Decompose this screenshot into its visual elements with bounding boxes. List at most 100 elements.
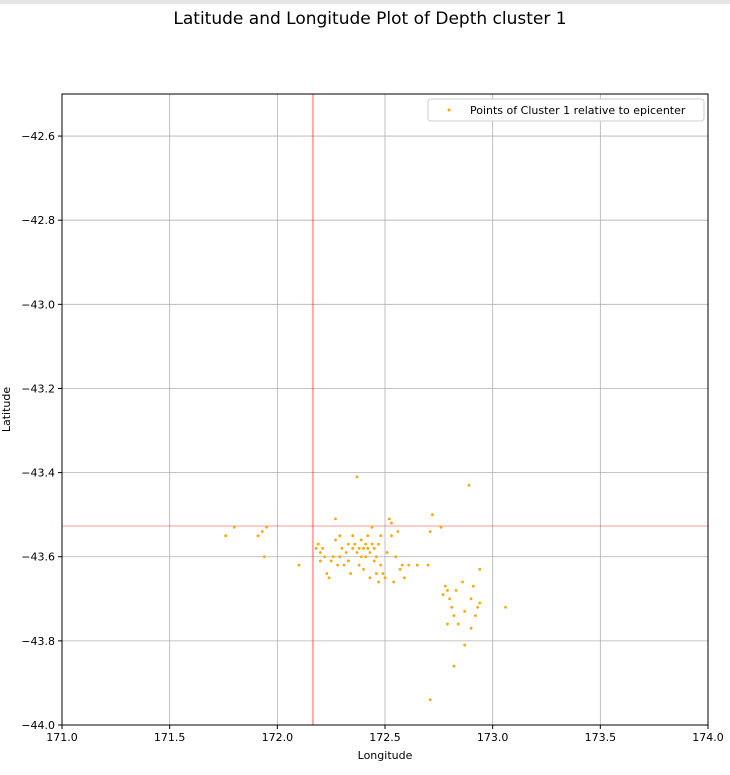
data-point	[346, 542, 350, 546]
data-point	[398, 567, 402, 571]
grid-lines	[61, 94, 709, 726]
data-point	[504, 605, 507, 609]
data-point	[463, 643, 467, 647]
data-point	[232, 525, 236, 529]
data-point	[469, 626, 473, 630]
data-point	[402, 576, 406, 580]
data-point	[364, 542, 368, 546]
data-point	[370, 525, 374, 529]
data-point	[349, 572, 352, 575]
y-axis-ticks: −42.6 −42.8 −43.0 −43.2 −43.4 −43.6 −43.8 −44.0	[21, 130, 62, 732]
data-point	[439, 525, 443, 529]
data-point	[390, 521, 393, 525]
data-point	[441, 593, 445, 596]
data-point	[297, 563, 301, 567]
data-point	[385, 551, 389, 554]
data-point	[396, 530, 400, 533]
data-point	[379, 563, 383, 567]
data-point	[346, 559, 350, 563]
data-point	[374, 572, 378, 575]
data-point	[478, 567, 482, 571]
data-point	[319, 559, 322, 563]
data-point	[340, 546, 344, 550]
data-point	[362, 567, 365, 571]
y-tick-label: −42.6	[21, 130, 55, 143]
data-point	[428, 530, 432, 533]
data-point	[469, 597, 473, 601]
data-point	[467, 483, 471, 487]
data-point	[359, 555, 363, 559]
epicenter-reference-lines	[62, 94, 708, 725]
data-point	[263, 555, 266, 559]
data-point	[314, 546, 318, 550]
x-tick-label: 171.5	[154, 731, 186, 744]
data-point	[372, 559, 376, 563]
data-point	[351, 546, 355, 550]
data-point	[338, 555, 342, 559]
data-point	[260, 530, 264, 533]
data-point	[319, 551, 322, 554]
data-point	[368, 551, 372, 554]
y-tick-label: −43.2	[21, 382, 55, 395]
data-point	[351, 534, 355, 538]
data-point	[426, 563, 430, 567]
data-point	[394, 555, 398, 559]
legend-box	[427, 98, 705, 122]
data-point	[456, 622, 460, 626]
data-point	[316, 542, 320, 546]
data-point	[334, 517, 337, 521]
data-point	[265, 525, 268, 529]
data-point	[366, 534, 370, 538]
y-tick-label: −43.6	[21, 551, 55, 564]
data-point	[474, 614, 477, 618]
data-point	[379, 534, 383, 538]
data-point	[450, 605, 454, 609]
data-point	[323, 555, 327, 559]
chart-title: Latitude and Longitude Plot of Depth clu…	[173, 9, 566, 29]
data-point	[357, 546, 361, 550]
data-point	[321, 546, 324, 550]
data-points	[224, 475, 507, 702]
data-point	[454, 588, 458, 592]
data-point	[370, 542, 374, 546]
data-point	[415, 563, 419, 567]
y-tick-label: −43.4	[21, 467, 55, 480]
data-point	[338, 534, 342, 538]
data-point	[478, 601, 482, 605]
y-tick-label: −44.0	[21, 719, 55, 732]
data-point	[377, 580, 380, 584]
x-tick-label: 173.5	[585, 731, 617, 744]
data-point	[224, 534, 228, 538]
data-point	[392, 580, 396, 584]
data-point	[362, 546, 365, 550]
legend-label: Points of Cluster 1 relative to epicente…	[470, 104, 686, 117]
data-point	[329, 559, 333, 563]
data-point	[334, 538, 337, 542]
x-tick-label: 174.0	[692, 731, 724, 744]
y-tick-label: −43.0	[21, 298, 55, 311]
data-point	[374, 555, 378, 559]
y-tick-label: −43.8	[21, 635, 55, 648]
data-point	[448, 597, 451, 601]
data-point	[325, 572, 329, 575]
data-point	[357, 563, 361, 567]
data-point	[390, 534, 393, 538]
data-point	[355, 551, 359, 554]
data-point	[463, 610, 467, 613]
data-point	[336, 563, 340, 567]
data-point	[400, 563, 404, 567]
y-axis-label: Latitude	[0, 387, 13, 433]
data-point	[387, 517, 391, 521]
top-toolbar-strip	[0, 0, 730, 4]
x-axis-label: Longitude	[358, 749, 413, 762]
data-point	[342, 563, 346, 567]
x-tick-label: 172.0	[262, 731, 294, 744]
x-tick-label: 172.5	[369, 731, 401, 744]
data-point	[446, 622, 449, 626]
data-point	[364, 555, 368, 559]
data-point	[461, 580, 464, 584]
data-point	[359, 538, 363, 542]
data-point	[471, 584, 475, 588]
data-point	[366, 546, 370, 550]
